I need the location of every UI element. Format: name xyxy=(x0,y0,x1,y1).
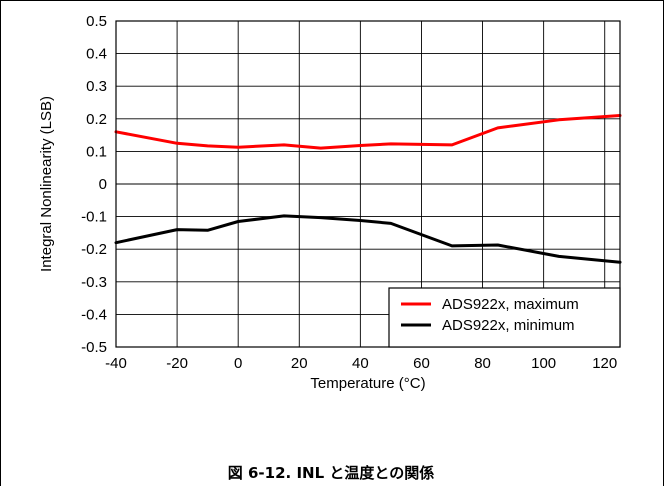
x-tick-label: -40 xyxy=(105,355,127,372)
y-tick-label: -0.3 xyxy=(81,274,107,291)
x-tick-label: 40 xyxy=(352,355,369,372)
x-axis-label: Temperature (°C) xyxy=(310,375,425,392)
y-tick-label: 0.5 xyxy=(86,13,107,30)
legend-box xyxy=(388,287,621,348)
y-tick-label: 0.2 xyxy=(86,111,107,128)
legend-label: ADS922x, maximum xyxy=(442,296,579,313)
y-tick-label: 0 xyxy=(99,176,107,193)
series-line-maximum xyxy=(114,114,622,150)
x-tick-label: 60 xyxy=(413,355,430,372)
legend-label: ADS922x, minimum xyxy=(442,317,575,334)
x-tick-label: 120 xyxy=(592,355,617,372)
figure-caption: 図 6-12. INL と温度との関係 xyxy=(227,464,435,482)
x-tick-label: 100 xyxy=(531,355,556,372)
x-tick-label: 0 xyxy=(234,355,242,372)
series-line-minimum xyxy=(114,214,622,264)
y-tick-label: -0.2 xyxy=(81,241,107,258)
y-tick-label: -0.4 xyxy=(81,306,107,323)
y-tick-label: 0.4 xyxy=(86,46,107,63)
y-tick-label: -0.5 xyxy=(81,339,107,356)
x-tick-label: 80 xyxy=(474,355,491,372)
y-tick-labels: 0.5 0.4 0.3 0.2 0.1 0 -0.1 -0.2 -0.3 -0.4 -0.5 xyxy=(81,13,107,356)
series-lines xyxy=(114,114,622,264)
x-tick-labels: -40 -20 0 20 40 60 80 100 120 xyxy=(105,355,617,372)
y-tick-label: 0.1 xyxy=(86,143,107,160)
plot-border xyxy=(115,20,621,348)
y-axis-label: Integral Nonlinearity (LSB) xyxy=(38,96,55,272)
x-tick-label: -20 xyxy=(166,355,188,372)
legend: ADS922x, maximum ADS922x, minimum xyxy=(388,287,621,348)
y-tick-label: -0.1 xyxy=(81,209,107,226)
x-tick-label: 20 xyxy=(291,355,308,372)
y-tick-label: 0.3 xyxy=(86,78,107,95)
